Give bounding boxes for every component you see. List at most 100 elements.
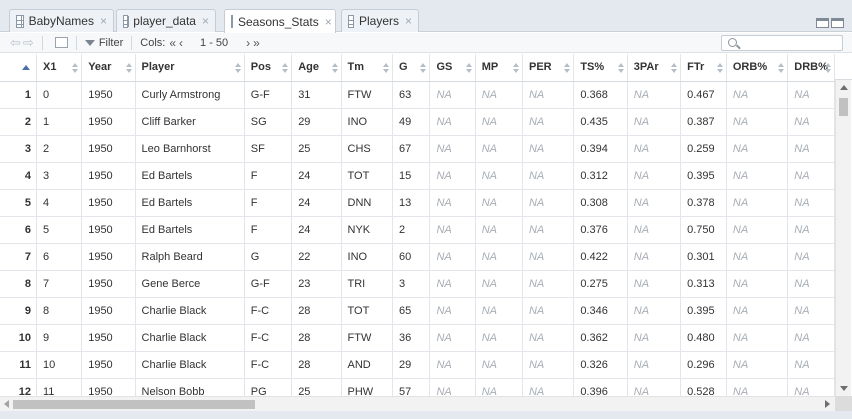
- table-row[interactable]: 7 6 1950 Ralph Beard G 22 INO 60 NA NA NA 0.422 NA 0.…: [0, 243, 835, 271]
- table-row[interactable]: 10 9 1950 Charlie Black F-C 28 FTW 36 NA NA NA 0.36…: [0, 324, 835, 352]
- scroll-right-icon[interactable]: [825, 400, 830, 408]
- filter-button[interactable]: Filter: [84, 37, 123, 49]
- table-cell: 13: [392, 189, 431, 217]
- table-cell: Ralph Beard: [135, 243, 245, 271]
- close-icon[interactable]: ×: [324, 14, 332, 29]
- prev-cols-icon[interactable]: ‹: [179, 35, 183, 50]
- table-cell: NA: [475, 81, 523, 109]
- column-header[interactable]: 3PAr: [627, 54, 682, 82]
- close-icon[interactable]: ×: [201, 14, 209, 28]
- search-input[interactable]: [721, 35, 843, 51]
- window-buttons: [816, 18, 844, 28]
- minimize-icon[interactable]: [816, 18, 829, 28]
- table-cell: 3: [392, 270, 431, 298]
- table-row[interactable]: 4 3 1950 Ed Bartels F 24 TOT 15 NA NA NA 0.312 NA 0.3…: [0, 162, 835, 190]
- table-row[interactable]: 8 7 1950 Gene Berce G-F 23 TRI 3 NA NA NA 0.275 NA 0.…: [0, 270, 835, 298]
- table-cell: NA: [475, 378, 523, 396]
- column-header[interactable]: DRB%: [787, 54, 835, 82]
- table-cell: 28: [291, 297, 342, 325]
- scroll-thumb[interactable]: [13, 400, 255, 409]
- table-cell: NA: [475, 162, 523, 190]
- first-cols-icon[interactable]: «: [169, 35, 176, 50]
- table-cell: NA: [787, 297, 835, 325]
- table-row[interactable]: 11 10 1950 Charlie Black F-C 28 AND 29 NA NA NA 0.3…: [0, 351, 835, 379]
- table-cell: NA: [429, 108, 476, 136]
- row-number: 11: [0, 351, 37, 379]
- table-cell: 63: [392, 81, 431, 109]
- table-row[interactable]: 2 1 1950 Cliff Barker SG 29 INO 49 NA NA NA 0.435 NA…: [0, 108, 835, 136]
- row-number: 7: [0, 243, 37, 271]
- row-number: 12: [0, 378, 37, 396]
- tab-babynames[interactable]: BabyNames ×: [9, 9, 114, 32]
- sort-icon: [564, 63, 571, 73]
- column-header[interactable]: MP: [475, 54, 523, 82]
- table-cell: NA: [429, 324, 476, 352]
- table-cell: NA: [522, 378, 575, 396]
- next-cols-icon[interactable]: ›: [246, 35, 250, 50]
- popout-icon[interactable]: [54, 37, 68, 48]
- table-cell: NA: [429, 189, 476, 217]
- table-cell: NA: [627, 189, 682, 217]
- table-cell: 29: [392, 351, 431, 379]
- column-header[interactable]: ORB%: [726, 54, 789, 82]
- column-header[interactable]: Tm: [341, 54, 393, 82]
- scroll-left-icon[interactable]: [4, 400, 9, 408]
- table-cell: 25: [291, 378, 342, 396]
- table-cell: NA: [627, 108, 682, 136]
- table-row[interactable]: 1 0 1950 Curly Armstrong G-F 31 FTW 63 NA NA NA 0.3…: [0, 81, 835, 109]
- table-row[interactable]: 12 11 1950 Nelson Bobb PG 25 PHW 57 NA NA NA 0.396 N…: [0, 378, 835, 396]
- table-cell: 1950: [81, 378, 136, 396]
- table-icon: [16, 14, 24, 28]
- table-cell: NA: [627, 270, 682, 298]
- column-header[interactable]: GS: [429, 54, 476, 82]
- sort-icon: [382, 63, 389, 73]
- column-header[interactable]: TS%: [573, 54, 628, 82]
- table-cell: NA: [787, 135, 835, 163]
- table-row[interactable]: 9 8 1950 Charlie Black F-C 28 TOT 65 NA NA NA 0.346…: [0, 297, 835, 325]
- column-header[interactable]: Age: [291, 54, 342, 82]
- table-cell: 0.376: [573, 216, 628, 244]
- horizontal-scrollbar[interactable]: [0, 396, 835, 411]
- table-cell: NA: [726, 189, 789, 217]
- scroll-thumb[interactable]: [839, 98, 848, 116]
- vertical-scrollbar[interactable]: [835, 80, 851, 396]
- table-cell: 10: [36, 351, 83, 379]
- table-row[interactable]: 5 4 1950 Ed Bartels F 24 DNN 13 NA NA NA 0.308 NA 0.3…: [0, 189, 835, 217]
- tab-players[interactable]: Players ×: [341, 9, 419, 32]
- close-icon[interactable]: ×: [99, 14, 107, 28]
- table-cell: 1950: [81, 243, 136, 271]
- back-arrow-icon[interactable]: ⇦: [10, 34, 21, 50]
- column-header[interactable]: FTr: [680, 54, 727, 82]
- table-cell: NA: [475, 135, 523, 163]
- table-cell: NA: [522, 297, 575, 325]
- row-number: 5: [0, 189, 37, 217]
- table-cell: 0.396: [573, 378, 628, 396]
- column-header[interactable]: G: [392, 54, 431, 82]
- scrollbar-header-gap: [835, 54, 852, 80]
- row-number-header[interactable]: [0, 54, 37, 82]
- table-cell: 67: [392, 135, 431, 163]
- table-row[interactable]: 3 2 1950 Leo Barnhorst SF 25 CHS 67 NA NA NA 0.394 N…: [0, 135, 835, 163]
- table-cell: 1950: [81, 351, 136, 379]
- tab-seasons-stats[interactable]: Seasons_Stats ×: [224, 9, 336, 33]
- table-cell: NA: [429, 216, 476, 244]
- scroll-down-icon[interactable]: [840, 386, 848, 391]
- scroll-up-icon[interactable]: [840, 85, 848, 90]
- maximize-icon[interactable]: [831, 18, 844, 28]
- close-icon[interactable]: ×: [404, 14, 412, 28]
- table-cell: 0.394: [573, 135, 628, 163]
- column-header[interactable]: Player: [135, 54, 245, 82]
- column-header[interactable]: Pos: [244, 54, 293, 82]
- tab-player-data[interactable]: player_data ×: [116, 9, 216, 32]
- column-header[interactable]: PER: [522, 54, 575, 82]
- forward-arrow-icon[interactable]: ⇨: [22, 34, 34, 50]
- column-header[interactable]: X1: [36, 54, 83, 82]
- last-cols-icon[interactable]: »: [253, 35, 260, 50]
- table-cell: PG: [244, 378, 293, 396]
- table-row[interactable]: 6 5 1950 Ed Bartels F 24 NYK 2 NA NA NA 0.376 NA 0.75…: [0, 216, 835, 244]
- column-header[interactable]: Year: [81, 54, 136, 82]
- table-cell: TOT: [341, 162, 393, 190]
- table-cell: 1950: [81, 324, 136, 352]
- table-cell: F: [244, 216, 293, 244]
- table-cell: NA: [787, 351, 835, 379]
